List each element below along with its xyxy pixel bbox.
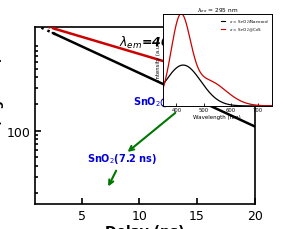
Y-axis label: Intensity (a.u.): Intensity (a.u.) [156, 41, 161, 80]
Text: $\lambda_{em}$=400 nm: $\lambda_{em}$=400 nm [119, 35, 205, 51]
X-axis label: Delay (ns): Delay (ns) [105, 224, 185, 229]
Text: SnO$_2$(7.2 ns): SnO$_2$(7.2 ns) [87, 152, 157, 185]
Y-axis label: Counts (log scale): Counts (log scale) [0, 56, 4, 175]
Title: $\lambda_{ex}$ = 295 nm: $\lambda_{ex}$ = 295 nm [196, 6, 238, 15]
X-axis label: Wavelength (nm): Wavelength (nm) [193, 114, 241, 119]
Legend: $x$ = SnO$_2$/Nanorod, $x$ = SnO$_2$@CdS: $x$ = SnO$_2$/Nanorod, $x$ = SnO$_2$@CdS [220, 17, 270, 35]
Text: SnO$_2$@CdS (11.2 ns): SnO$_2$@CdS (11.2 ns) [129, 95, 245, 151]
